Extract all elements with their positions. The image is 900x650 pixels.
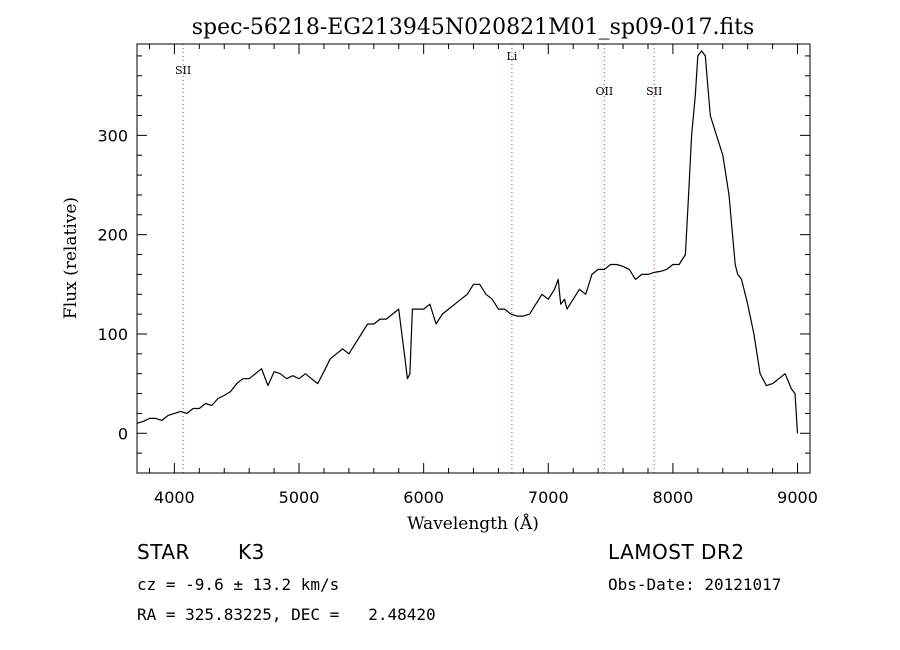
spectrum-series: [136, 50, 799, 434]
x-axis-label: Wavelength (Å): [407, 513, 539, 534]
x-tick-label: 5000: [279, 488, 320, 507]
redshift-velocity-text: cz = -9.6 ± 13.2 km/s: [137, 575, 340, 594]
x-tick-label: 6000: [403, 488, 444, 507]
object-class-label: STAR: [137, 540, 190, 564]
spectrum-line: [136, 50, 799, 434]
y-tick-label: 0: [118, 424, 128, 443]
x-tick-label: 4000: [154, 488, 195, 507]
spectral-line-label: SII: [175, 64, 191, 77]
chart-title: spec-56218-EG213945N020821M01_sp09-017.f…: [192, 15, 755, 40]
y-tick-label: 200: [97, 226, 128, 245]
y-axis-label: Flux (relative): [61, 197, 81, 319]
observation-date-text: Obs-Date: 20121017: [608, 575, 782, 594]
spectral-line-label: SII: [646, 85, 662, 98]
object-subclass-label: K3: [238, 540, 265, 564]
x-tick-label: 7000: [528, 488, 569, 507]
ra-dec-text: RA = 325.83225, DEC = 2.48420: [137, 605, 436, 624]
plot-frame: [136, 43, 811, 474]
x-tick-label: 9000: [777, 488, 818, 507]
spectral-line-markers: SII Li OII SII: [175, 44, 662, 473]
spectral-line-label: Li: [506, 50, 517, 63]
x-axis: 4000 5000 6000 7000 8000 9000: [148, 44, 818, 507]
y-axis: 0 100 200 300: [97, 55, 810, 454]
y-tick-label: 300: [97, 126, 128, 145]
y-tick-label: 100: [97, 325, 128, 344]
survey-label: LAMOST DR2: [608, 540, 745, 564]
spectral-line-label: OII: [596, 85, 614, 98]
x-tick-label: 8000: [653, 488, 694, 507]
